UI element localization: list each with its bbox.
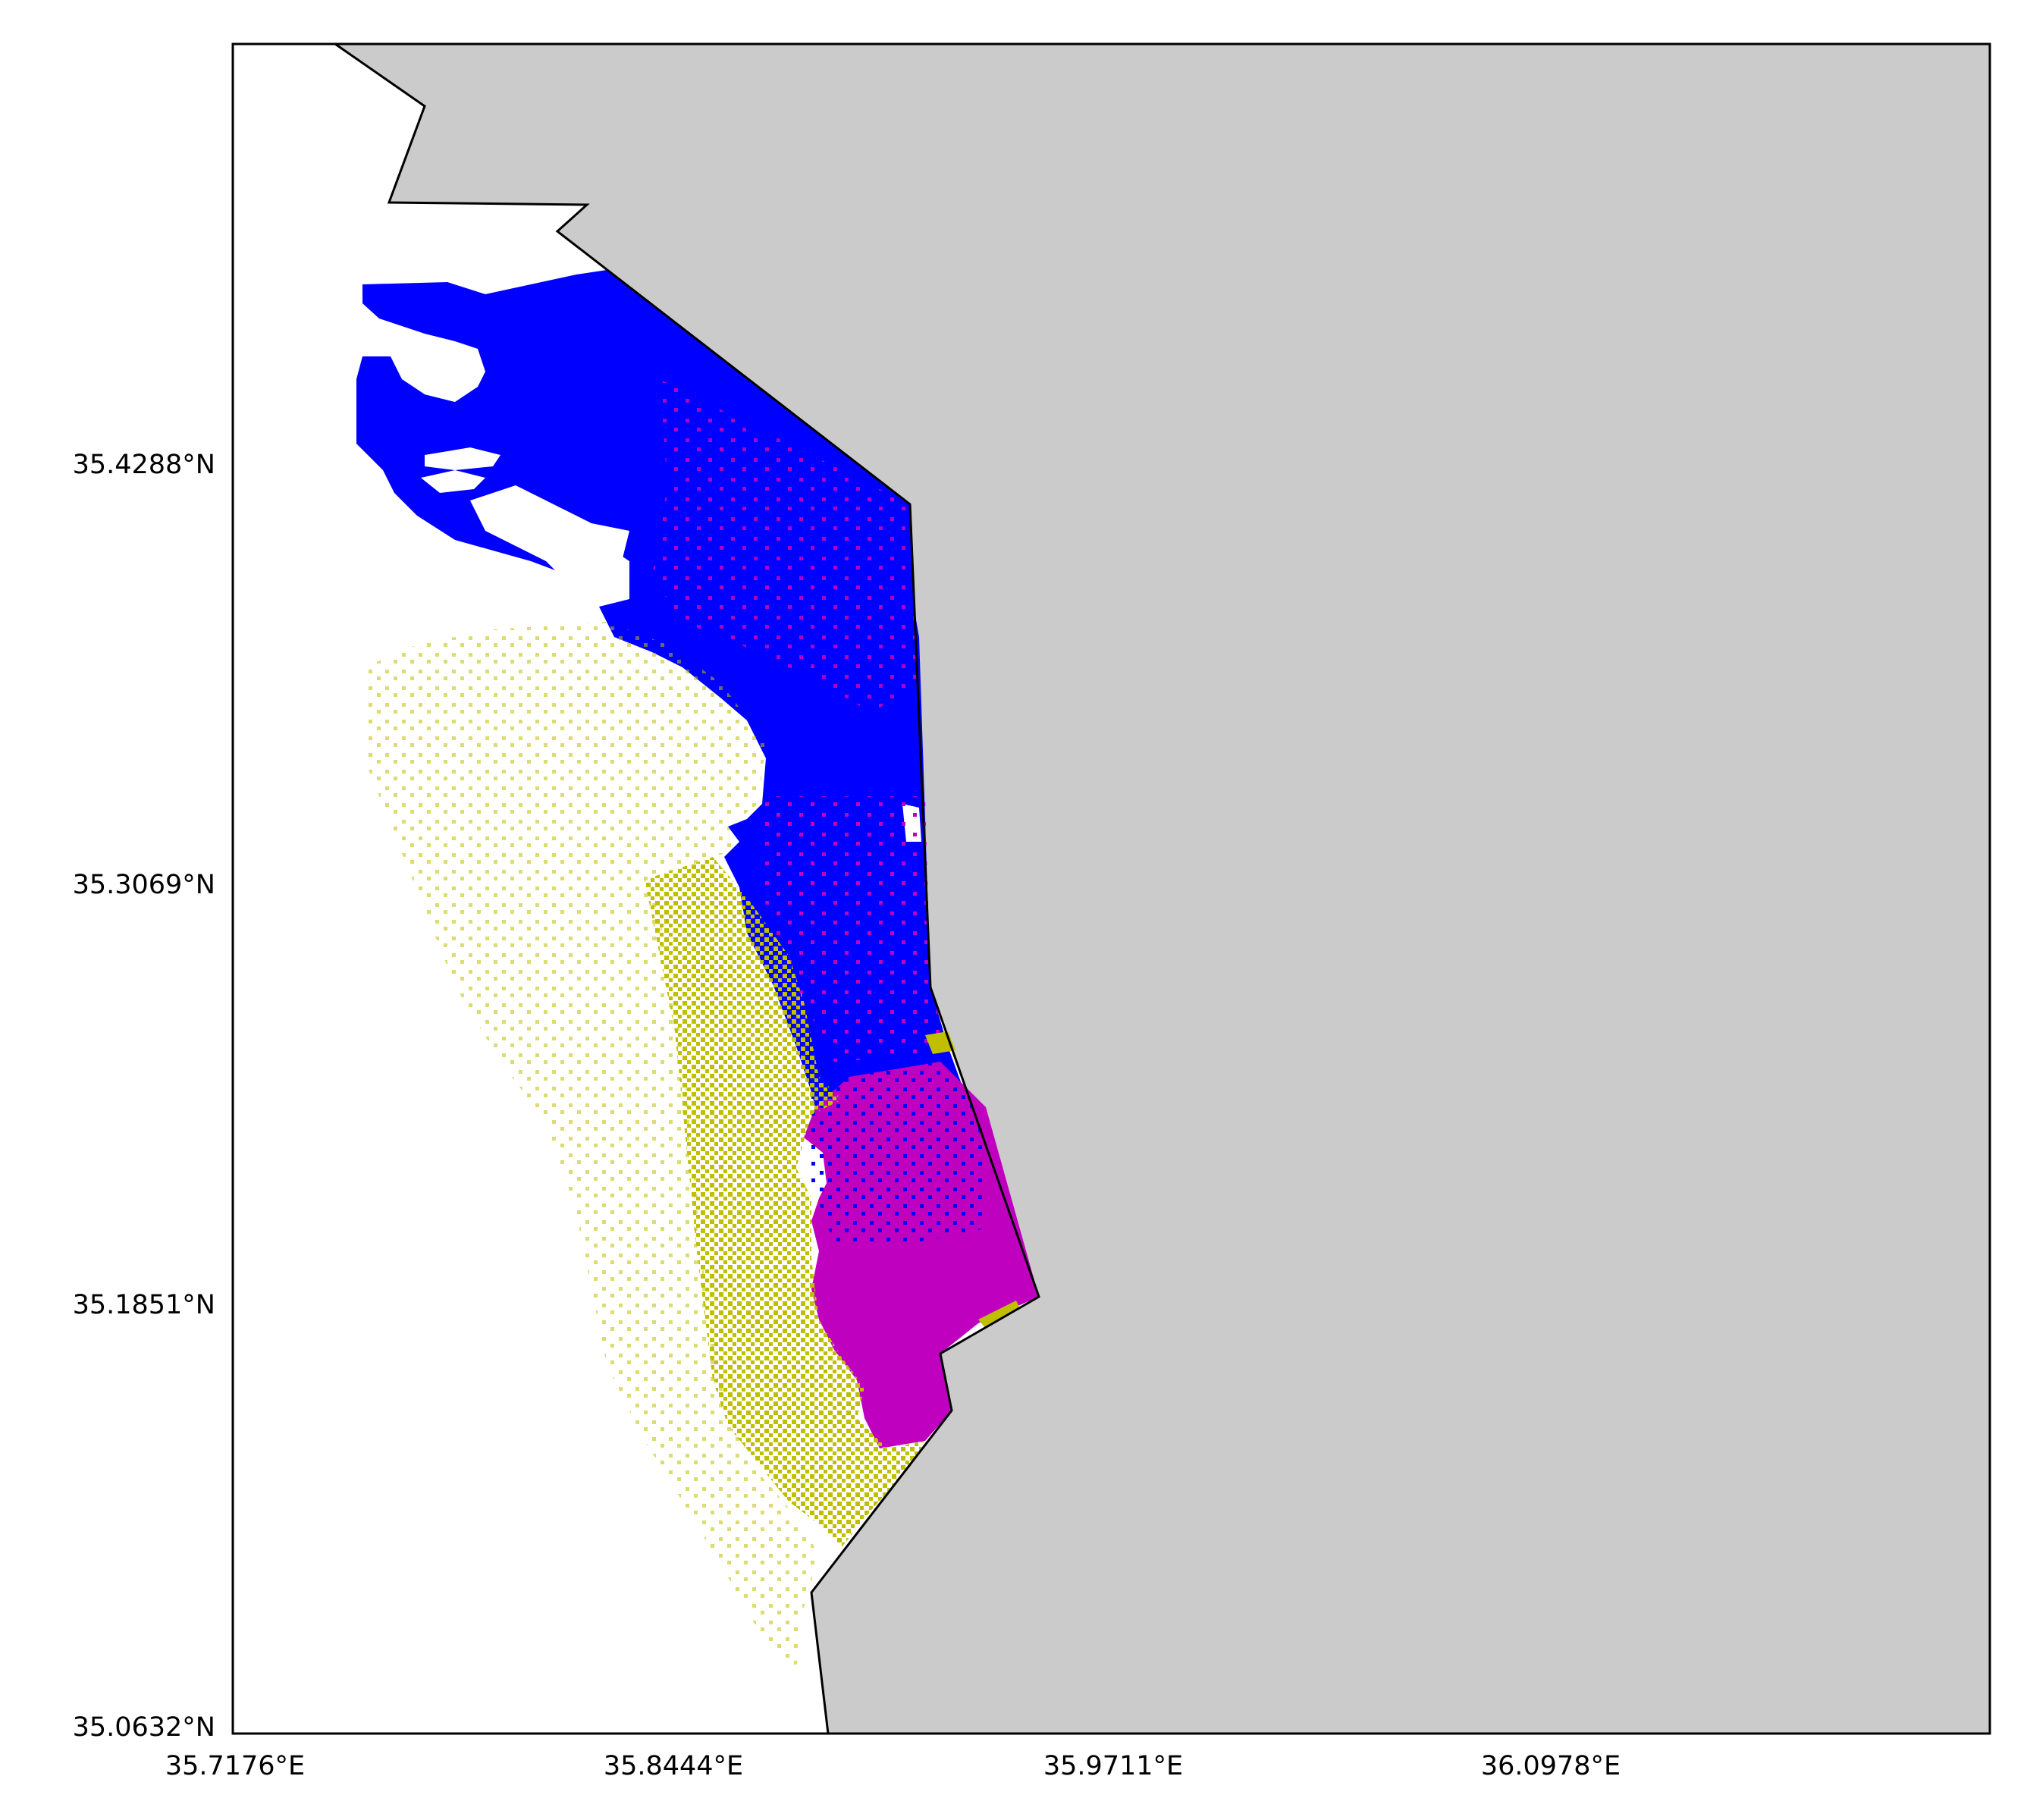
- y-tick-label: 35.1851°N: [73, 1290, 215, 1320]
- coastline: [334, 44, 1040, 1734]
- y-tick-label: 35.4288°N: [73, 450, 215, 480]
- blue-region-gap: [391, 356, 470, 402]
- x-tick-label: 35.9711°E: [1043, 1751, 1183, 1781]
- land-mass: [335, 44, 1990, 1734]
- olive-class-sparse-region: [364, 622, 819, 1668]
- olive-class-coastal-patch: [978, 1301, 1020, 1329]
- x-tick-label: 35.8444°E: [604, 1751, 743, 1781]
- y-tick-label: 35.3069°N: [73, 870, 215, 900]
- blue-speckle-area: [811, 1054, 986, 1244]
- x-tick-label: 35.7176°E: [165, 1751, 305, 1781]
- blue-region-gap: [470, 485, 629, 576]
- blue-region-gap: [421, 470, 485, 493]
- y-tick-label: 35.0632°N: [73, 1712, 215, 1743]
- x-tick-label: 36.0978°E: [1481, 1751, 1621, 1781]
- map-border: [231, 42, 1991, 1735]
- magenta-speckle-dense: [758, 796, 948, 1062]
- blue-region-gap: [425, 447, 500, 470]
- magenta-speckle-area: [652, 379, 918, 713]
